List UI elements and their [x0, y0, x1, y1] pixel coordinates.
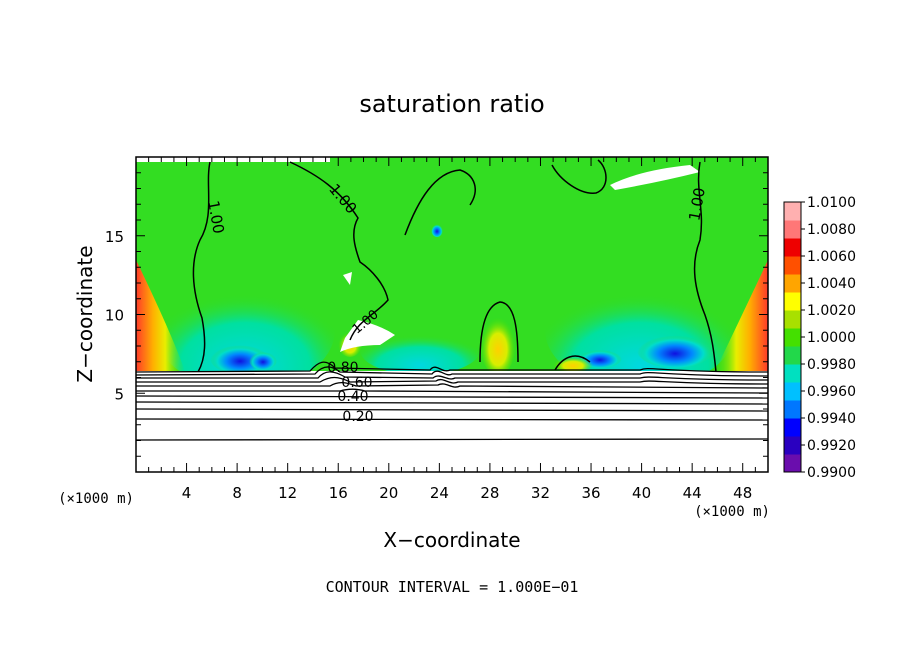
x-tick-label: 24 [430, 484, 449, 502]
colorbar-label: 0.9940 [807, 411, 856, 427]
white-gap-top-left [136, 157, 330, 162]
yellow-spot-1 [480, 311, 516, 375]
colorbar-swatch [784, 292, 801, 311]
contour-line [136, 395, 768, 399]
contour-line [551, 159, 607, 194]
contour-line [136, 371, 768, 381]
contour-line [136, 408, 768, 412]
contour-lines-2 [136, 361, 768, 441]
x-tick-label: 16 [329, 484, 348, 502]
y-unit-label: (×1000 m) [58, 491, 134, 507]
contour-line [554, 355, 591, 371]
colorbar-swatch [784, 382, 801, 401]
x-tick-label: 32 [531, 484, 550, 502]
colorbar-label: 1.0000 [807, 330, 856, 346]
y-axis: 5 10 15 [105, 172, 768, 457]
x-tick-label: 48 [733, 484, 752, 502]
yellow-spot-2 [553, 355, 593, 373]
colorbar-label: 0.9960 [807, 384, 856, 400]
x-tick-label: 28 [480, 484, 499, 502]
colorbar-label: 0.9900 [807, 465, 856, 481]
contour-line [192, 161, 211, 373]
colorbar-swatch [784, 202, 801, 221]
colorbar-swatch [784, 328, 801, 347]
x-axis-label: X−coordinate [383, 528, 520, 552]
contour-line [693, 161, 717, 373]
contour-line [289, 161, 389, 341]
white-gap-small [343, 272, 352, 285]
colorbar-label: 1.0020 [807, 303, 856, 319]
colorbar-label: 1.0060 [807, 249, 856, 265]
x-tick-label: 20 [379, 484, 398, 502]
chart-title: saturation ratio [359, 90, 544, 118]
colorbar-label: 1.0040 [807, 276, 856, 292]
colorbar-label: 1.0100 [807, 195, 856, 211]
contour-label: 0.60 [341, 375, 372, 391]
colorbar-swatch [784, 256, 801, 275]
colorbar-swatch [784, 274, 801, 293]
colorbar: 1.0100 1.0080 1.0060 1.0040 1.0020 1.0000 0.99… [783, 195, 856, 481]
contour-line [136, 376, 768, 385]
colorbar-swatch [784, 400, 801, 419]
supersaturated-right-edge [715, 260, 768, 371]
white-gap-mid [340, 320, 395, 352]
x-tick-label: 36 [581, 484, 600, 502]
blue-spot-2 [249, 350, 277, 370]
colorbar-swatch [784, 346, 801, 365]
colorbar-label: 0.9920 [807, 438, 856, 454]
contour-label: 0.80 [327, 360, 358, 376]
colorbar-swatch [784, 436, 801, 455]
contour-lines-1 [192, 159, 717, 373]
y-tick-label: 15 [105, 228, 124, 246]
contour-line [136, 361, 768, 373]
contour-interval-note: CONTOUR INTERVAL = 1.000E−01 [326, 578, 579, 596]
x-tick-label: 4 [182, 484, 192, 502]
contour-line [136, 418, 768, 421]
colorbar-label: 0.9980 [807, 357, 856, 373]
colorbar-swatch [784, 310, 801, 329]
colorbar-swatch [784, 238, 801, 257]
contour-line [136, 381, 768, 389]
contour-label: 1.00 [685, 186, 709, 222]
blue-spot-5 [431, 223, 443, 237]
contour-line [479, 301, 519, 363]
x-tick-label: 44 [683, 484, 702, 502]
contour-line [404, 169, 476, 236]
y-axis-label: Z−coordinate [73, 245, 97, 382]
colorbar-label: 1.0080 [807, 222, 856, 238]
colorbar-swatch [784, 418, 801, 437]
x-tick-label: 40 [632, 484, 651, 502]
colorbar-swatch [784, 220, 801, 239]
x-tick-label: 12 [278, 484, 297, 502]
white-gap-top [610, 165, 700, 190]
cyan-haze-left [155, 270, 335, 390]
colorbar-swatch [784, 454, 801, 473]
contour-line [136, 438, 768, 441]
contour-label: 1.00 [204, 199, 228, 235]
y-tick-label: 10 [105, 307, 124, 325]
contour-line [136, 401, 768, 405]
x-tick-label: 8 [232, 484, 242, 502]
plot-area [136, 157, 768, 472]
contour-label: 0.20 [342, 409, 373, 425]
contour-label: 0.40 [337, 389, 368, 405]
blue-spot-3 [637, 332, 713, 368]
colorbar-swatch [784, 364, 801, 383]
contour-line [136, 388, 768, 394]
contour-line [136, 366, 768, 377]
supersaturated-left-edge [136, 260, 185, 371]
x-axis: 4 8 12 16 20 24 28 32 36 40 44 48 [148, 157, 756, 502]
x-unit-label: (×1000 m) [694, 504, 770, 520]
y-tick-label: 5 [114, 385, 124, 403]
